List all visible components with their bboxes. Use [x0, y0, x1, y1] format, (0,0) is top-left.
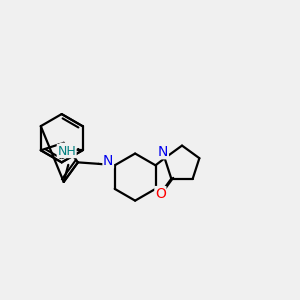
Text: N: N — [158, 145, 168, 159]
Text: O: O — [155, 187, 166, 201]
Text: N: N — [103, 154, 113, 168]
Text: F: F — [60, 143, 68, 157]
Text: NH: NH — [57, 145, 76, 158]
